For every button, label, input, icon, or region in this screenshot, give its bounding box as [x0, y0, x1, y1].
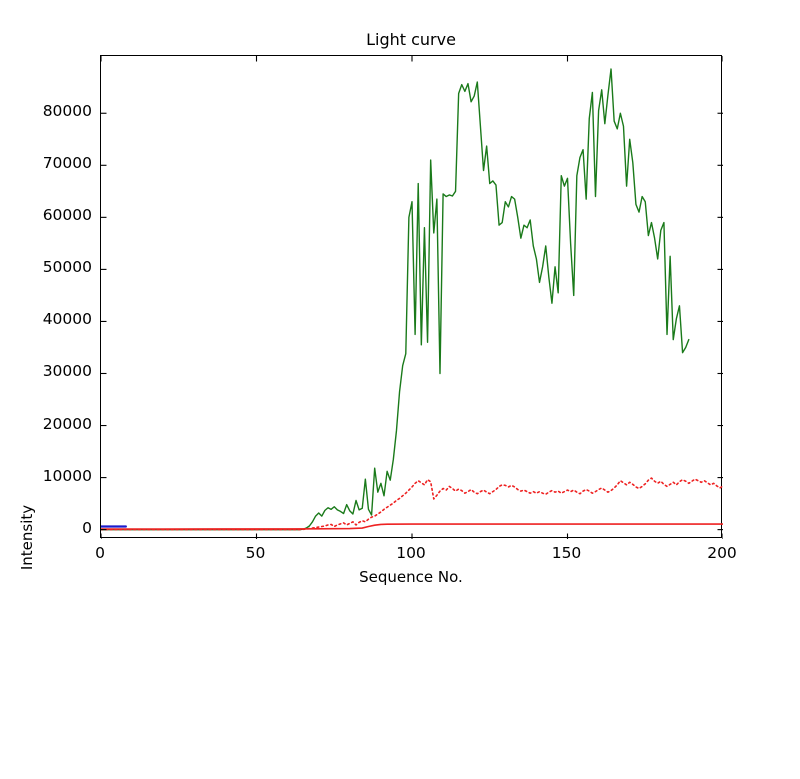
y-axis-tick-labels: 0 10000 20000 30000 40000 50000 60000 70000 8000…	[0, 0, 92, 600]
x-axis-tick-labels: 0 50 100 150 200	[95, 544, 737, 562]
chart-title: Light curve	[366, 30, 456, 49]
x-axis-label: Sequence No.	[359, 568, 463, 586]
y-tick-label: 20000	[42, 414, 92, 433]
y-tick-label: 0	[82, 518, 92, 537]
plot-area	[100, 55, 723, 539]
y-tick-label: 60000	[42, 206, 92, 225]
y-tick-label: 30000	[42, 362, 92, 381]
x-tick-label: 100	[396, 544, 426, 562]
y-tick-label: 10000	[42, 466, 92, 485]
x-tick-label: 50	[245, 544, 266, 562]
x-tick-label: 200	[707, 544, 737, 562]
y-axis-label: Intensity	[18, 504, 36, 571]
y-tick-label: 40000	[42, 310, 92, 329]
x-tick-label: 0	[95, 544, 105, 562]
y-tick-label: 80000	[42, 102, 92, 121]
x-tick-label: 150	[551, 544, 582, 562]
plot-svg	[101, 68, 723, 531]
series-group	[101, 68, 723, 531]
y-tick-label: 50000	[42, 258, 92, 277]
series-red-solid-baseline	[101, 523, 723, 530]
figure-canvas: Light curve 0 10000 20000 30000 40000 50000 60…	[0, 0, 737, 600]
y-tick-label: 70000	[42, 154, 92, 173]
